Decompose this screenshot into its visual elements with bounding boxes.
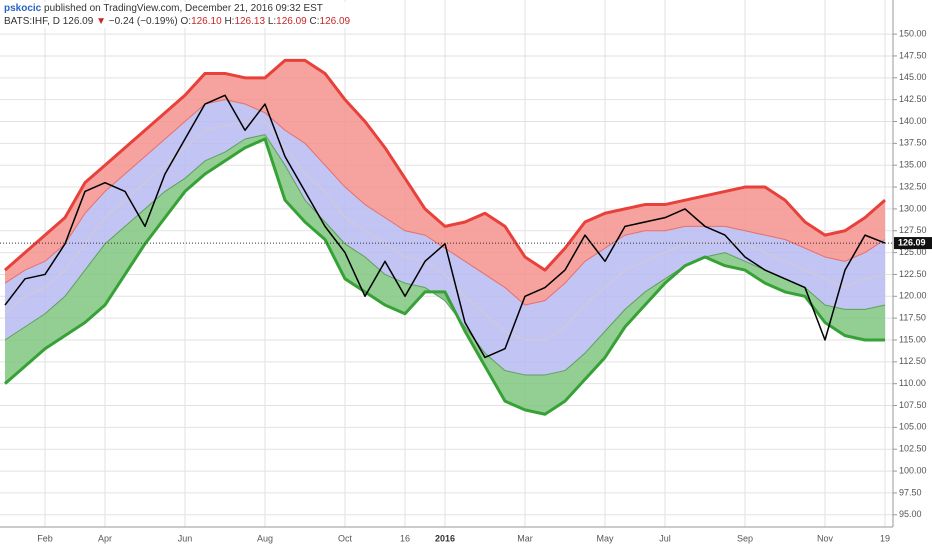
ohlc-label: H: (224, 16, 235, 27)
y-tick-label: 127.50 (899, 225, 927, 235)
series-line (4, 99, 886, 306)
y-tick-label: 95.00 (899, 509, 922, 519)
series-line (4, 137, 885, 416)
arrow: ▼ (96, 16, 106, 27)
x-tick-label: Oct (338, 533, 353, 543)
y-tick-label: 112.50 (899, 356, 926, 366)
y-tick-label: 100.00 (899, 465, 927, 475)
band-fill (5, 99, 885, 375)
x-tick-label: 2016 (435, 533, 455, 543)
series-line (4, 120, 886, 341)
y-tick-label: 110.00 (899, 378, 926, 388)
x-tick-label: Mar (517, 533, 533, 543)
ohlc-label: C: (309, 16, 320, 27)
y-tick-label: 130.00 (899, 203, 927, 213)
x-tick-label: 16 (400, 533, 410, 543)
y-tick-label: 150.00 (899, 28, 927, 38)
x-tick-label: Sep (737, 533, 753, 543)
change: −0.24 (−0.19%) (108, 16, 178, 27)
ohlc-label: O: (180, 16, 192, 27)
last: 126.09 (62, 16, 94, 27)
last-price-label: 126.09 (898, 237, 926, 247)
y-tick-label: 140.00 (899, 116, 927, 126)
series-line (4, 94, 886, 359)
x-tick-label: Jun (178, 533, 193, 543)
ohlc-value: 126.10 (191, 16, 222, 27)
ohlc-value: 126.09 (276, 16, 307, 27)
y-tick-label: 142.50 (899, 94, 927, 104)
y-tick-label: 105.00 (899, 422, 927, 432)
x-tick-label: Feb (37, 533, 53, 543)
ohlc-value: 126.13 (234, 16, 266, 27)
ohlc-value: 126.09 (319, 16, 351, 27)
ohlc-label: L: (267, 16, 277, 27)
last-price-box (894, 237, 932, 250)
x-tick-label: May (596, 533, 614, 543)
x-tick-label: Jul (659, 533, 671, 543)
y-tick-label: 135.00 (899, 160, 927, 170)
y-tick-label: 137.50 (899, 138, 927, 148)
y-tick-label: 117.50 (899, 313, 926, 323)
series-line (4, 58, 886, 272)
x-tick-label: 19 (880, 533, 890, 543)
x-tick-label: Apr (98, 533, 112, 543)
y-tick-label: 120.00 (899, 291, 927, 301)
x-tick-label: Aug (257, 533, 273, 543)
published: published on TradingView.com, December 2… (41, 3, 323, 14)
author[interactable]: pskocic (4, 3, 42, 14)
header: pskocic published on TradingView.com, De… (4, 2, 351, 28)
symbol-line: BATS:IHF, D 126.09 ▼ −0.24 (−0.19%) O:12… (4, 15, 350, 28)
y-tick-label: 145.00 (899, 72, 927, 82)
x-tick-label: Nov (817, 533, 834, 543)
y-tick-label: 97.50 (899, 487, 922, 497)
publish-line: pskocic published on TradingView.com, De… (4, 2, 350, 15)
y-tick-label: 115.00 (899, 334, 926, 344)
y-tick-label: 125.00 (899, 247, 927, 257)
y-tick-label: 132.50 (899, 181, 927, 191)
y-tick-label: 107.50 (899, 400, 927, 410)
symbol: BATS:IHF, D (4, 16, 60, 27)
y-tick-label: 147.50 (899, 50, 927, 60)
y-tick-label: 122.50 (899, 269, 927, 279)
y-tick-label: 102.50 (899, 444, 927, 454)
series-line (4, 134, 886, 376)
